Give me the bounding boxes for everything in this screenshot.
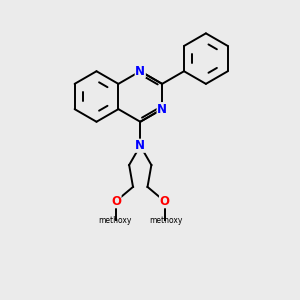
Text: O: O <box>160 195 170 208</box>
Text: O: O <box>111 195 121 208</box>
Text: N: N <box>135 65 145 78</box>
Text: N: N <box>157 103 167 116</box>
Text: N: N <box>135 139 145 152</box>
Text: methoxy: methoxy <box>98 216 131 225</box>
Text: methoxy: methoxy <box>149 216 183 225</box>
